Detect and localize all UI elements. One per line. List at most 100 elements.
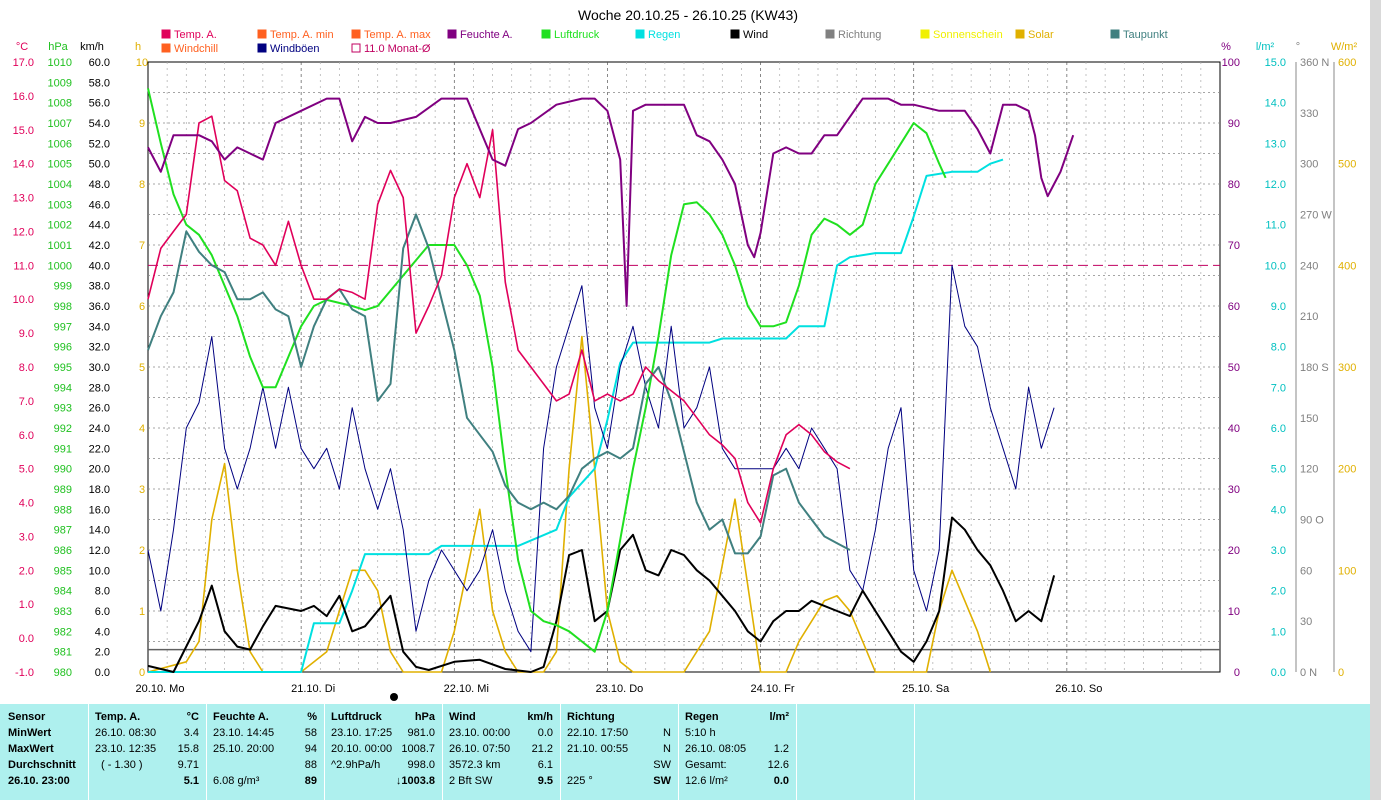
axis-tick-direction: 270 W xyxy=(1300,210,1332,222)
axis-tick-wind: 14.0 xyxy=(89,525,110,537)
axis-tick-solar: 0 xyxy=(1338,667,1344,679)
stats-degrees: 225 ° xyxy=(567,775,593,787)
axis-tick-pressure: 988 xyxy=(54,504,72,516)
axis-tick-humidity: 60 xyxy=(1228,301,1240,313)
legend-label: Richtung xyxy=(838,29,881,41)
axis-tick-wind: 46.0 xyxy=(89,199,110,211)
axis-tick-humidity: 40 xyxy=(1228,423,1240,435)
stats-separator xyxy=(678,704,679,800)
axis-tick-wind: 22.0 xyxy=(89,443,110,455)
axis-tick-pressure: 1010 xyxy=(48,57,72,69)
axis-tick-solar: 500 xyxy=(1338,159,1356,171)
stats-separator xyxy=(914,704,915,800)
legend-swatch xyxy=(825,29,835,39)
stats-unit: hPa xyxy=(414,711,435,723)
axis-unit-left: °C xyxy=(16,41,28,53)
stats-col-direction: Richtung 22.10. 17:50 N 21.10. 00:55 N SW … xyxy=(567,709,671,789)
legend-swatch xyxy=(920,29,930,39)
axis-tick-temp: 12.0 xyxy=(13,226,34,238)
chart-title: Woche 20.10.25 - 26.10.25 (KW43) xyxy=(578,7,798,23)
axis-tick-rain: 1.0 xyxy=(1271,626,1286,638)
legend-swatch xyxy=(635,29,645,39)
axis-tick-pressure: 1008 xyxy=(48,98,72,110)
axis-tick-sun: 2 xyxy=(139,545,145,557)
stats-separator xyxy=(324,704,325,800)
stats-time: 26.10. 08:05 xyxy=(685,743,747,755)
axis-unit-right: % xyxy=(1221,41,1231,53)
axis-tick-sun: 4 xyxy=(139,423,145,435)
legend-swatch xyxy=(257,43,267,53)
stats-value: 3.4 xyxy=(183,727,199,739)
axis-tick-temp: 1.0 xyxy=(19,599,34,611)
stats-col-humidity: Feuchte A.% 23.10. 14:45 58 25.10. 20:00 9… xyxy=(213,709,317,789)
axes: °C hPa km/h h% l/m² ° W/m²17.016.015.014.013.0… xyxy=(13,41,1358,679)
axis-tick-rain: 4.0 xyxy=(1271,504,1286,516)
stats-time: ( - 1.30 ) xyxy=(101,759,143,771)
stats-value: 6.1 xyxy=(537,759,553,771)
stats-col-temp: Temp. A. °C 26.10. 08:30 3.4 23.10. 12:35 1… xyxy=(95,709,199,789)
series-line-wind xyxy=(147,516,1056,673)
axis-tick-temp: 8.0 xyxy=(19,362,34,374)
axis-tick-pressure: 1004 xyxy=(48,179,72,191)
axis-tick-pressure: 985 xyxy=(54,565,72,577)
axis-tick-wind: 4.0 xyxy=(95,626,110,638)
axis-unit-right: W/m² xyxy=(1331,41,1358,53)
axis-tick-pressure: 984 xyxy=(54,586,72,598)
legend-label: Temp. A. xyxy=(174,29,217,41)
stats-time: 20.10. 00:00 xyxy=(331,743,393,755)
stats-time: 22.10. 17:50 xyxy=(567,727,629,739)
axis-tick-wind: 60.0 xyxy=(89,57,110,69)
stats-time: 23.10. 17:25 xyxy=(331,727,393,739)
stats-panel: Sensor MinWert MaxWert Durchschnitt 26.1… xyxy=(0,704,1370,800)
axis-tick-temp: 13.0 xyxy=(13,193,34,205)
axis-tick-pressure: 989 xyxy=(54,484,72,496)
axis-tick-pressure: 1003 xyxy=(48,199,72,211)
axis-tick-wind: 34.0 xyxy=(89,321,110,333)
legend-swatch xyxy=(161,43,171,53)
axis-tick-humidity: 30 xyxy=(1228,484,1240,496)
axis-tick-wind: 8.0 xyxy=(95,586,110,598)
axis-tick-direction: 180 S xyxy=(1300,362,1329,374)
axis-tick-sun: 8 xyxy=(139,179,145,191)
stats-value: 0.0 xyxy=(537,727,553,739)
legend-label: Solar xyxy=(1028,29,1054,41)
stats-header: Richtung xyxy=(567,711,615,723)
axis-tick-temp: 17.0 xyxy=(13,57,34,69)
axis-tick-temp: 14.0 xyxy=(13,159,34,171)
series-line-luftdruck xyxy=(147,88,947,653)
legend-label: Regen xyxy=(648,29,680,41)
stats-value: 981.0 xyxy=(407,727,435,739)
stats-value: 88 xyxy=(304,759,317,771)
series-line-temp-a- xyxy=(147,115,851,524)
axis-tick-pressure: 1001 xyxy=(48,240,72,252)
stats-separator xyxy=(88,704,89,800)
axis-tick-temp: 7.0 xyxy=(19,396,34,408)
axis-tick-wind: 2.0 xyxy=(95,647,110,659)
stats-trend: ^2.9hPa/h xyxy=(331,759,381,771)
axis-tick-wind: 10.0 xyxy=(89,565,110,577)
axis-tick-wind: 42.0 xyxy=(89,240,110,252)
stats-unit: km/h xyxy=(527,711,553,723)
stats-value: N xyxy=(663,727,671,739)
legend-swatch xyxy=(351,29,361,39)
stats-value: 9.71 xyxy=(177,759,199,771)
axis-tick-pressure: 998 xyxy=(54,301,72,313)
stats-distance: 3572.3 km xyxy=(449,759,501,771)
x-tick-label: 26.10. So xyxy=(1055,683,1102,695)
stats-value: 998.0 xyxy=(407,759,435,771)
axis-tick-wind: 36.0 xyxy=(89,301,110,313)
axis-tick-humidity: 50 xyxy=(1228,362,1240,374)
x-tick-label: 20.10. Mo xyxy=(136,683,185,695)
stats-label-current: 26.10. 23:00 xyxy=(8,775,70,787)
axis-tick-rain: 8.0 xyxy=(1271,342,1286,354)
stats-time: 26.10. 08:30 xyxy=(95,727,157,739)
axis-tick-direction: 120 xyxy=(1300,464,1318,476)
legend-swatch xyxy=(447,29,457,39)
axis-tick-rain: 0.0 xyxy=(1271,667,1286,679)
axis-tick-wind: 40.0 xyxy=(89,260,110,272)
axis-tick-humidity: 90 xyxy=(1228,118,1240,130)
axis-tick-temp: 9.0 xyxy=(19,328,34,340)
stats-time: 21.10. 00:55 xyxy=(567,743,629,755)
axis-tick-direction: 210 xyxy=(1300,311,1318,323)
legend-label: Windchill xyxy=(174,43,218,55)
